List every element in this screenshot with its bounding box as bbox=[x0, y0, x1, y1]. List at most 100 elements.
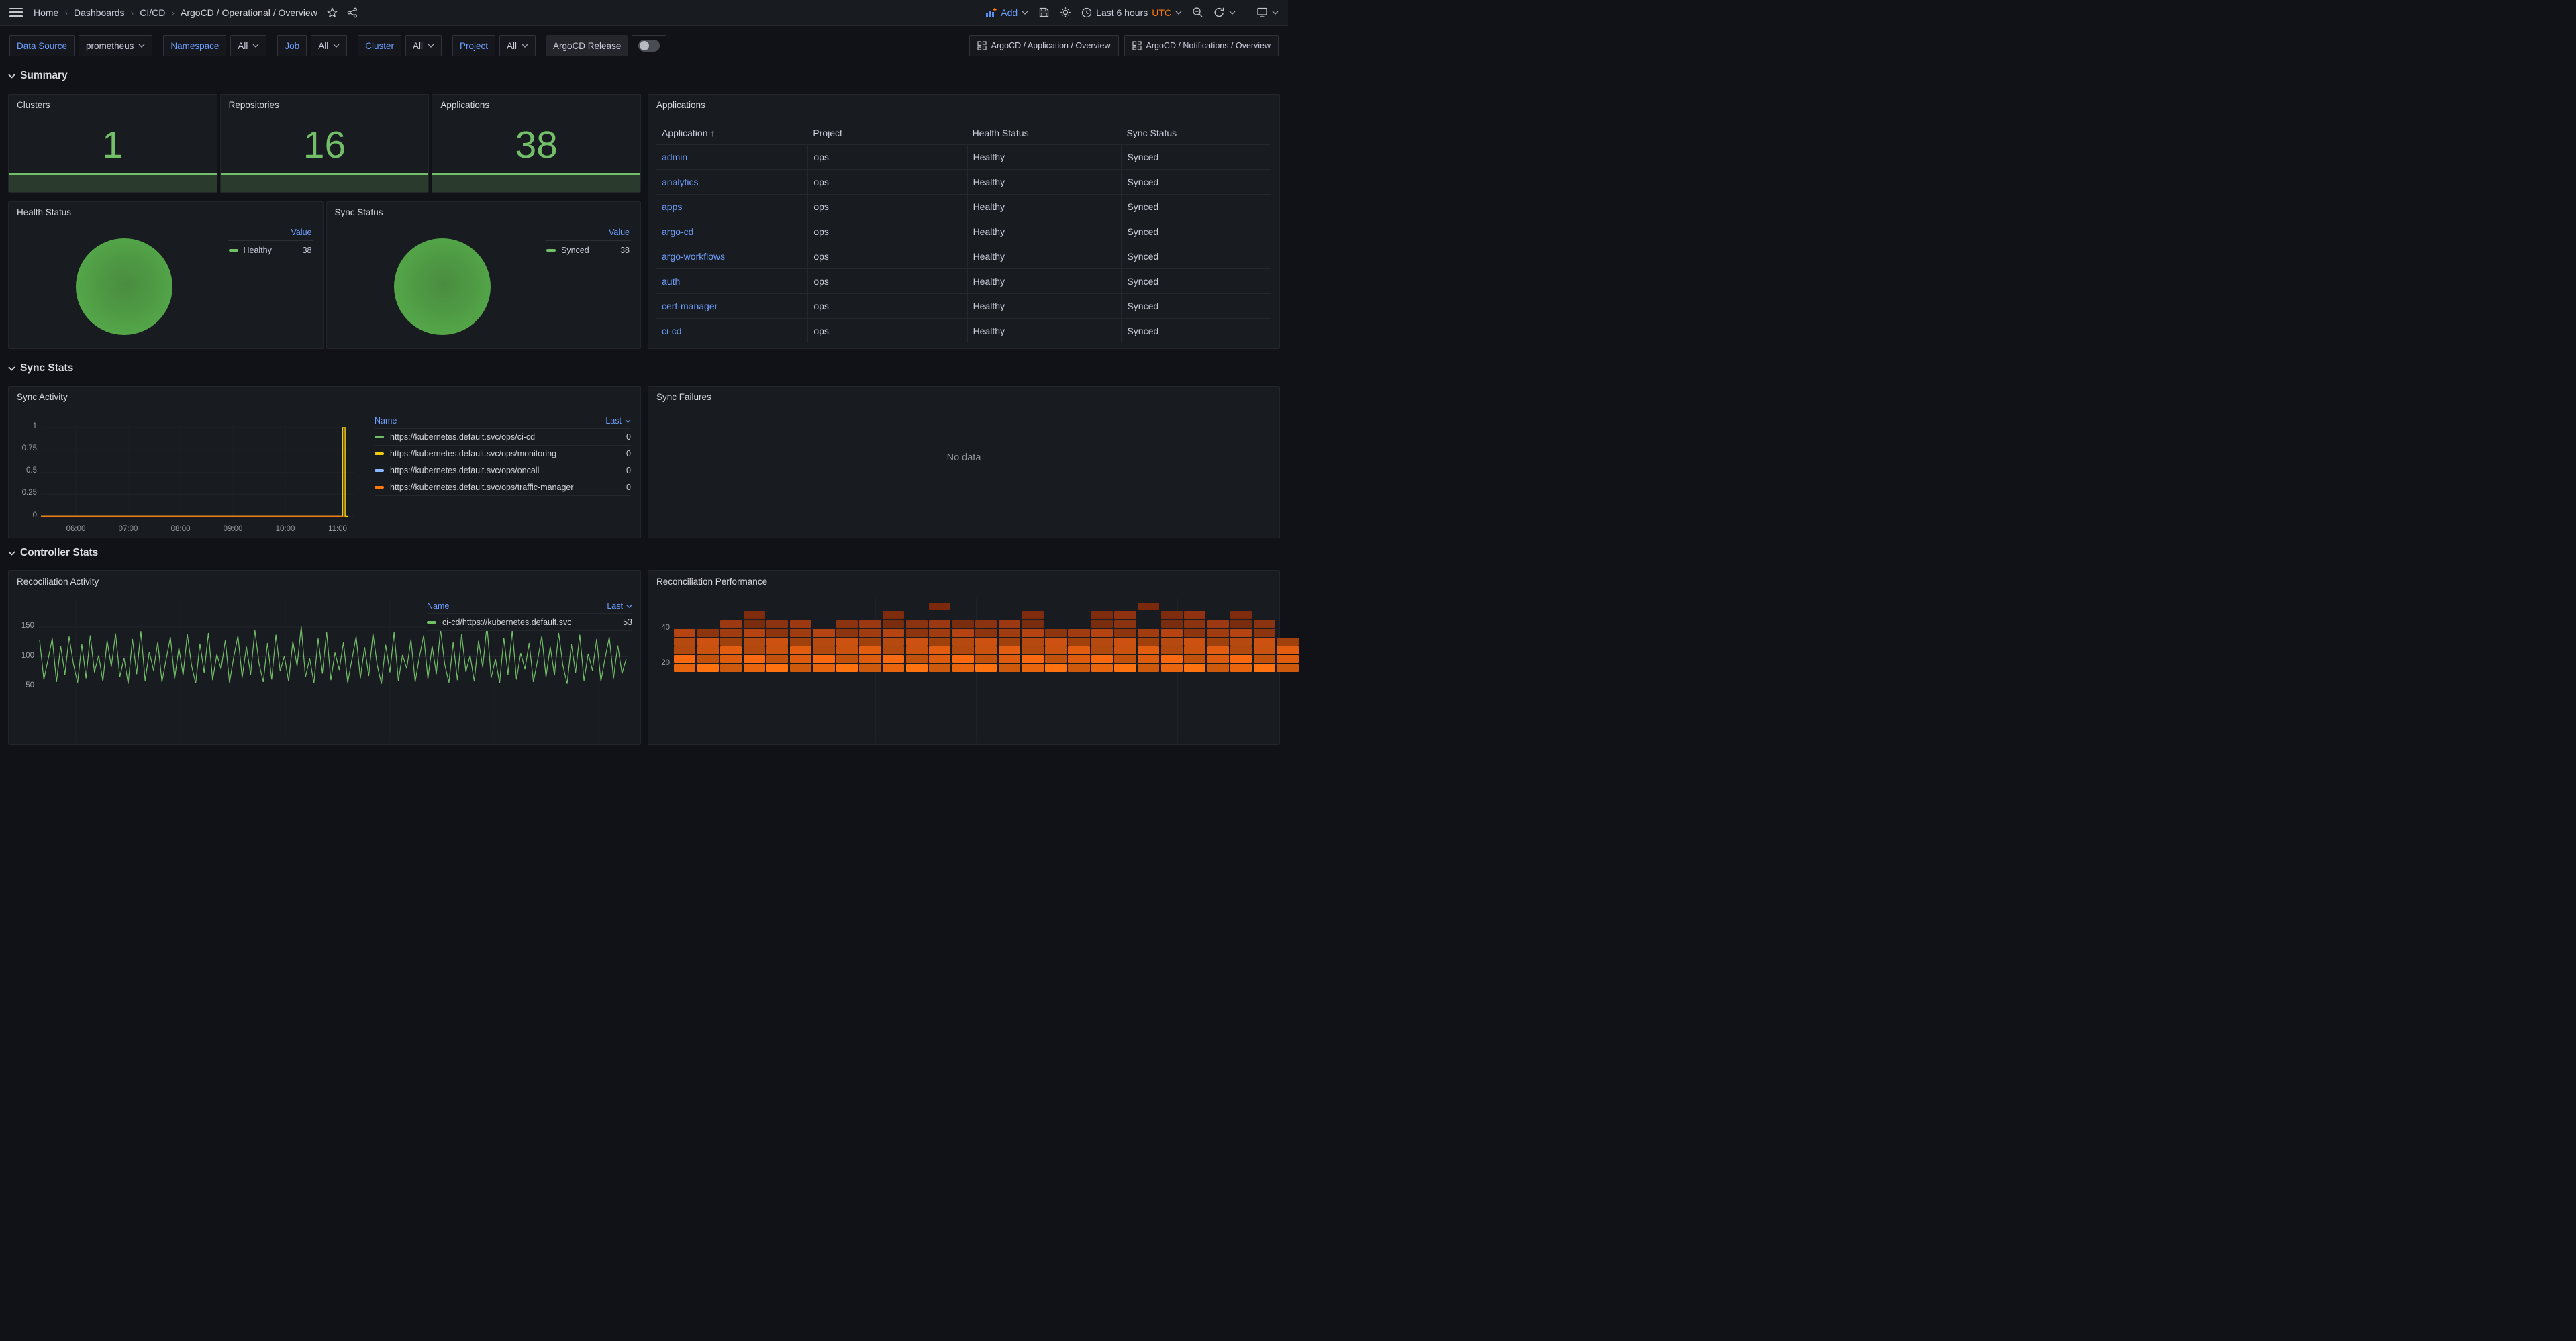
sort-ascending-icon: ↑ bbox=[710, 127, 715, 138]
zoom-out-icon[interactable] bbox=[1192, 7, 1203, 18]
heatmap-cell bbox=[743, 638, 765, 646]
recociliation-activity-panel: Recociliation Activity Name Last ci-cd/h… bbox=[8, 570, 641, 745]
row-sync-stats[interactable]: Sync Stats bbox=[8, 362, 73, 375]
heatmap-cell bbox=[1207, 619, 1229, 628]
variable-label[interactable]: Project bbox=[452, 35, 496, 56]
heatmap-cell bbox=[1230, 629, 1252, 637]
application-link[interactable]: cert-manager bbox=[662, 301, 718, 311]
time-range-picker[interactable]: Last 6 hours UTC bbox=[1081, 7, 1182, 18]
legend-column-last[interactable]: Last bbox=[607, 601, 632, 611]
pie-chart[interactable] bbox=[393, 238, 491, 335]
heatmap-cell bbox=[836, 629, 858, 637]
legend-header-value[interactable]: Value bbox=[227, 226, 313, 241]
panel-title: Applications bbox=[656, 100, 705, 110]
heatmap-cell bbox=[905, 629, 928, 637]
row-controller-stats[interactable]: Controller Stats bbox=[8, 547, 98, 559]
cell-sync-status: Synced bbox=[1121, 195, 1271, 219]
heatmap-cell bbox=[836, 655, 858, 663]
heatmap-cell bbox=[1230, 646, 1252, 654]
cell-application: analytics bbox=[656, 170, 807, 194]
variable-value-dropdown[interactable]: All bbox=[230, 35, 267, 56]
cell-application: admin bbox=[656, 145, 807, 169]
y-axis-tick-label: 20 bbox=[661, 658, 670, 667]
heatmap-cell bbox=[859, 619, 881, 628]
sync-activity-chart[interactable] bbox=[41, 423, 354, 521]
heatmap-cell bbox=[1207, 646, 1229, 654]
application-link[interactable]: ci-cd bbox=[662, 326, 682, 336]
legend-row: https://kubernetes.default.svc/ops/oncal… bbox=[375, 462, 631, 479]
heatmap-cell bbox=[697, 638, 719, 646]
legend-column-name[interactable]: Name bbox=[375, 416, 397, 426]
variable-project: Project All bbox=[452, 35, 536, 56]
star-icon[interactable] bbox=[327, 7, 338, 18]
heatmap-cell bbox=[1277, 638, 1299, 646]
column-header-application[interactable]: Application ↑ bbox=[662, 127, 715, 138]
application-link[interactable]: analytics bbox=[662, 177, 699, 187]
menu-icon[interactable] bbox=[9, 7, 23, 17]
column-header-sync-status[interactable]: Sync Status bbox=[1126, 127, 1177, 138]
legend-label[interactable]: Synced bbox=[561, 246, 589, 255]
legend-last-value: 0 bbox=[626, 432, 631, 442]
heatmap-cell bbox=[882, 629, 905, 637]
kiosk-mode-button[interactable] bbox=[1256, 7, 1279, 18]
variable-label[interactable]: Namespace bbox=[163, 35, 227, 56]
heatmap-cell bbox=[859, 638, 881, 646]
legend-series-name[interactable]: https://kubernetes.default.svc/ops/monit… bbox=[390, 449, 557, 458]
legend-last-value: 0 bbox=[626, 449, 631, 458]
table-row: admin ops Healthy Synced bbox=[656, 144, 1271, 169]
cell-project: ops bbox=[807, 219, 967, 244]
heatmap-cell bbox=[720, 655, 742, 663]
legend-swatch bbox=[375, 469, 384, 472]
add-button[interactable]: Add bbox=[985, 7, 1028, 18]
column-header-health-status[interactable]: Health Status bbox=[972, 127, 1029, 138]
heatmap-cell bbox=[697, 655, 719, 663]
legend-label[interactable]: Healthy bbox=[243, 246, 272, 255]
heatmap-cell bbox=[1207, 655, 1229, 663]
save-dashboard-icon[interactable] bbox=[1038, 7, 1050, 18]
time-range-label: Last 6 hours bbox=[1096, 7, 1148, 18]
legend-series-name[interactable]: https://kubernetes.default.svc/ops/ci-cd bbox=[390, 432, 536, 442]
recociliation-activity-chart[interactable] bbox=[9, 571, 640, 744]
heatmap-cell bbox=[1230, 638, 1252, 646]
breadcrumb-item[interactable]: Home bbox=[34, 7, 59, 18]
application-link[interactable]: auth bbox=[662, 276, 681, 287]
heatmap-cell bbox=[882, 638, 905, 646]
table-row: analytics ops Healthy Synced bbox=[656, 169, 1271, 194]
legend-series-name[interactable]: ci-cd/https://kubernetes.default.svc bbox=[442, 617, 572, 627]
refresh-icon[interactable] bbox=[1213, 7, 1225, 18]
pie-panels-row: Health Status Value Healthy 38 Sync Status… bbox=[8, 201, 641, 349]
table-row: argo-cd ops Healthy Synced bbox=[656, 219, 1271, 244]
share-icon[interactable] bbox=[347, 7, 358, 18]
refresh-interval-dropdown[interactable] bbox=[1229, 11, 1236, 15]
variable-label[interactable]: Job bbox=[277, 35, 307, 56]
application-link[interactable]: apps bbox=[662, 201, 683, 212]
legend-series-name[interactable]: https://kubernetes.default.svc/ops/oncal… bbox=[390, 466, 540, 475]
variable-label[interactable]: Data Source bbox=[9, 35, 75, 56]
heatmap-cell bbox=[743, 655, 765, 663]
legend-series-name[interactable]: https://kubernetes.default.svc/ops/traff… bbox=[390, 483, 574, 492]
application-link[interactable]: argo-workflows bbox=[662, 251, 726, 262]
dashboard-settings-icon[interactable] bbox=[1060, 7, 1071, 18]
breadcrumb-item[interactable]: ArgoCD / Operational / Overview bbox=[181, 7, 317, 18]
row-summary[interactable]: Summary bbox=[8, 70, 68, 82]
application-link[interactable]: argo-cd bbox=[662, 226, 694, 237]
reconciliation-performance-heatmap[interactable] bbox=[674, 571, 1299, 744]
variable-value-dropdown[interactable]: prometheus bbox=[79, 35, 153, 56]
legend-column-last[interactable]: Last bbox=[605, 416, 631, 426]
application-link[interactable]: admin bbox=[662, 152, 688, 162]
toggle-switch[interactable] bbox=[632, 35, 667, 56]
breadcrumb-item[interactable]: CI/CD bbox=[140, 7, 166, 18]
variable-value-dropdown[interactable]: All bbox=[311, 35, 348, 56]
heatmap-cell bbox=[998, 619, 1020, 628]
legend-column-name[interactable]: Name bbox=[427, 601, 450, 611]
variable-value-dropdown[interactable]: All bbox=[405, 35, 442, 56]
variable-value-dropdown[interactable]: All bbox=[499, 35, 536, 56]
dashboard-link[interactable]: ArgoCD / Application / Overview bbox=[969, 35, 1119, 56]
variable-label[interactable]: Cluster bbox=[358, 35, 401, 56]
breadcrumb-item[interactable]: Dashboards bbox=[74, 7, 125, 18]
pie-chart[interactable] bbox=[76, 238, 172, 335]
sync-status-panel: Sync Status Value Synced 38 bbox=[326, 201, 641, 349]
dashboard-link[interactable]: ArgoCD / Notifications / Overview bbox=[1124, 35, 1279, 56]
legend-header-value[interactable]: Value bbox=[545, 226, 631, 241]
column-header-project[interactable]: Project bbox=[813, 127, 842, 138]
